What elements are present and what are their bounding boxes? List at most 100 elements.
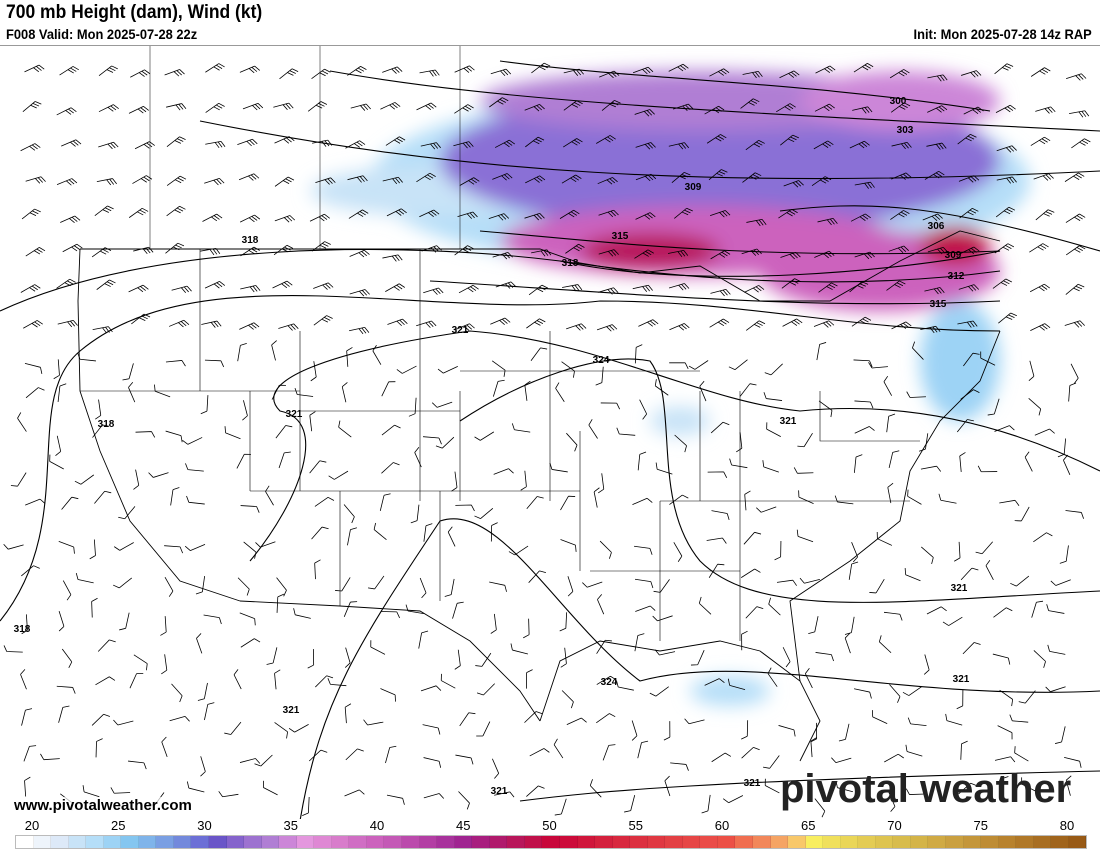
wind-barb bbox=[61, 139, 82, 147]
wind-barb bbox=[631, 720, 638, 741]
wind-barb bbox=[670, 762, 689, 771]
wind-barb bbox=[347, 66, 367, 76]
wind-barb bbox=[793, 467, 814, 474]
wind-barb bbox=[344, 789, 365, 797]
colorbar-cell bbox=[1068, 836, 1087, 848]
wind-barb bbox=[309, 411, 316, 432]
wind-barb bbox=[817, 217, 838, 226]
colorbar-cell bbox=[279, 836, 297, 848]
wind-barb bbox=[745, 140, 765, 151]
wind-barb bbox=[637, 451, 647, 471]
wind-barb bbox=[961, 70, 982, 78]
wind-barb bbox=[927, 105, 948, 113]
wind-barb bbox=[526, 669, 533, 689]
wind-barb bbox=[663, 721, 671, 741]
wind-barb bbox=[669, 323, 690, 331]
wind-barb bbox=[987, 398, 1000, 416]
colorbar-cell bbox=[16, 836, 34, 848]
wind-barb bbox=[204, 702, 215, 721]
wind-barb bbox=[992, 278, 1012, 289]
wind-barb bbox=[918, 433, 929, 452]
wind-barb bbox=[1064, 756, 1082, 768]
wind-barb bbox=[494, 139, 516, 148]
wind-barb bbox=[370, 640, 386, 655]
wind-barb bbox=[957, 320, 978, 328]
wind-barb bbox=[851, 316, 872, 327]
wind-barb bbox=[674, 434, 687, 453]
wind-barb bbox=[634, 633, 645, 652]
wind-barb bbox=[10, 472, 27, 487]
wind-barb bbox=[529, 748, 550, 757]
colorbar-cell bbox=[1016, 836, 1034, 848]
wind-barb bbox=[1021, 777, 1037, 792]
wind-barb bbox=[164, 69, 185, 77]
wind-barb bbox=[1065, 283, 1085, 295]
wind-barb bbox=[474, 431, 495, 441]
wind-barb bbox=[169, 715, 190, 722]
wind-barb bbox=[796, 529, 814, 543]
wind-barb bbox=[1035, 209, 1055, 221]
colorbar-cell bbox=[910, 836, 929, 848]
wind-barb bbox=[849, 281, 869, 293]
wind-barb bbox=[419, 69, 440, 77]
contour-label: 321 bbox=[953, 674, 970, 685]
colorbar-tick-label: 40 bbox=[369, 818, 385, 833]
wind-barb bbox=[632, 284, 653, 293]
wind-barb bbox=[239, 758, 261, 764]
wind-barb bbox=[1033, 532, 1053, 543]
wind-barb bbox=[1065, 213, 1086, 223]
contour-label: 318 bbox=[98, 419, 115, 430]
wind-barb bbox=[98, 141, 119, 150]
contour-label: 309 bbox=[685, 182, 702, 193]
wind-barb bbox=[56, 107, 77, 116]
wind-barb bbox=[531, 62, 551, 74]
wind-barb bbox=[998, 312, 1017, 324]
colorbar-tick-label: 80 bbox=[1059, 818, 1075, 833]
wind-barb bbox=[92, 326, 113, 334]
wind-barb bbox=[195, 575, 206, 595]
colorbar-tick-label: 25 bbox=[111, 818, 126, 833]
wind-barb bbox=[774, 540, 782, 561]
wind-barb bbox=[528, 570, 547, 583]
wind-barb bbox=[834, 495, 854, 505]
wind-barb bbox=[563, 100, 583, 111]
wind-barb bbox=[414, 446, 422, 468]
wind-barb bbox=[768, 597, 781, 616]
wind-barb bbox=[780, 134, 799, 146]
contour-label: 318 bbox=[562, 258, 579, 269]
wind-barb bbox=[24, 64, 45, 73]
wind-barb bbox=[673, 542, 683, 562]
wind-barb bbox=[56, 178, 78, 186]
wind-barb bbox=[20, 143, 41, 152]
contour-label: 321 bbox=[951, 583, 968, 594]
wind-barb bbox=[722, 795, 744, 804]
jet-shade bbox=[690, 676, 770, 706]
wind-barb bbox=[813, 320, 835, 328]
wind-barb bbox=[1047, 644, 1066, 655]
wind-barb bbox=[924, 287, 945, 295]
wind-barb bbox=[520, 470, 527, 491]
wind-barb bbox=[851, 542, 858, 563]
wind-barb bbox=[559, 612, 568, 632]
website-url[interactable]: www.pivotalweather.com bbox=[14, 797, 192, 814]
wind-barb bbox=[887, 482, 894, 504]
wind-barb bbox=[95, 738, 103, 758]
wind-barb bbox=[110, 787, 131, 794]
wind-barb bbox=[562, 284, 583, 292]
wind-barb bbox=[798, 490, 814, 504]
wind-barb bbox=[1028, 398, 1042, 416]
wind-barb bbox=[224, 721, 242, 735]
wind-barb bbox=[963, 106, 984, 115]
wind-barb bbox=[664, 775, 671, 797]
wind-barb bbox=[1064, 172, 1085, 182]
colorbar-cell bbox=[595, 836, 613, 848]
wind-barb bbox=[21, 708, 33, 726]
wind-barb bbox=[454, 649, 461, 670]
wind-barb bbox=[382, 66, 403, 74]
wind-barb bbox=[458, 284, 479, 294]
wind-barb bbox=[810, 737, 817, 758]
colorbar-cell bbox=[489, 836, 508, 848]
colorbar-cell bbox=[858, 836, 876, 848]
wind-barb bbox=[166, 205, 186, 217]
state-lines bbox=[80, 249, 920, 641]
